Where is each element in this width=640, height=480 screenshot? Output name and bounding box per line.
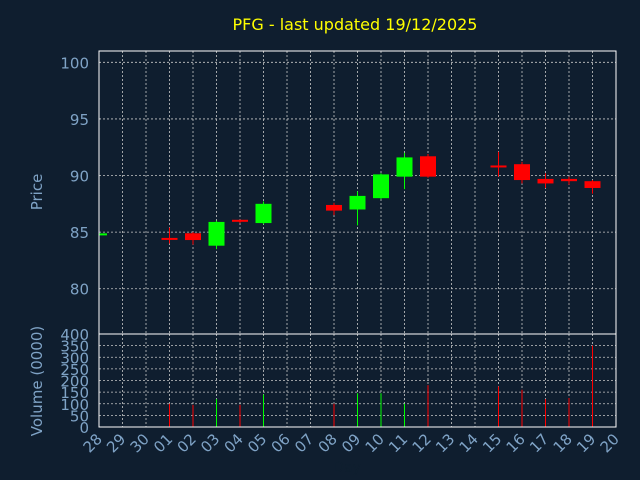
candle-body [561, 178, 577, 182]
x-tick-label: 05 [244, 430, 270, 456]
x-tick-label: 10 [362, 430, 388, 456]
price-y-axis: 80 85 90 95 100 [60, 54, 89, 298]
x-tick-label: 14 [456, 430, 482, 456]
price-tick-label: 85 [70, 224, 89, 242]
x-tick-label: 15 [479, 430, 505, 456]
candle-body [99, 233, 107, 236]
candle-body [232, 219, 248, 222]
candle-body [396, 157, 413, 177]
volume-tick-label: 350 [60, 338, 89, 356]
x-tick-label: 19 [573, 430, 599, 456]
volume-tick-label: 0 [79, 419, 89, 437]
x-tick-label: 02 [174, 430, 200, 456]
candle-body [373, 174, 389, 199]
x-tick-label: 30 [127, 430, 153, 456]
candle-body [349, 195, 366, 210]
candle-body [514, 164, 530, 181]
volume-tick-label: 150 [60, 384, 89, 402]
x-tick-label: 11 [385, 430, 411, 456]
volume-plot-frame [98, 333, 617, 428]
volume-tick-label: 100 [60, 396, 89, 414]
chart-title: PFG - last updated 19/12/2025 [233, 15, 478, 34]
candle-body [208, 221, 225, 246]
volume-tick-label: 200 [60, 373, 89, 391]
price-tick-label: 100 [60, 54, 89, 72]
price-tick-label: 90 [70, 168, 89, 186]
x-tick-label: 29 [103, 430, 129, 456]
x-tick-label: 07 [291, 430, 317, 456]
candle-body [185, 233, 201, 241]
price-axis-label: Price [28, 174, 46, 211]
candle-body [161, 237, 178, 240]
price-tick-label: 95 [70, 111, 89, 129]
x-axis: 2829300102030405060708091011121314151617… [80, 430, 623, 456]
volume-tick-label: 300 [60, 349, 89, 367]
x-tick-label: 20 [597, 430, 623, 456]
x-axis-label: Day [333, 460, 361, 476]
volume-tick-label: 50 [70, 407, 89, 425]
x-tick-label: 09 [338, 430, 364, 456]
x-tick-label: 03 [197, 430, 223, 456]
x-tick-label: 08 [315, 430, 341, 456]
candlesticks [98, 151, 601, 250]
volume-tick-label: 250 [60, 361, 89, 379]
price-panel: 80 85 90 95 100 [60, 50, 617, 335]
volume-axis-label: Volume (0000) [28, 326, 46, 436]
volume-bars [169, 345, 593, 427]
x-tick-label: 01 [150, 430, 176, 456]
candle-body [490, 165, 507, 168]
candle-body [584, 181, 601, 188]
price-tick-label: 80 [70, 281, 89, 299]
x-tick-label: 16 [503, 430, 529, 456]
x-tick-label: 12 [409, 430, 435, 456]
volume-tick-label: 400 [60, 326, 89, 344]
x-tick-label: 17 [526, 430, 552, 456]
x-tick-label: 04 [221, 430, 247, 456]
candle-body [537, 178, 554, 184]
x-tick-label: 06 [268, 430, 294, 456]
candle-body [420, 156, 436, 177]
candle-body [326, 204, 342, 211]
x-tick-label: 13 [432, 430, 458, 456]
x-tick-label: 18 [550, 430, 576, 456]
candle-body [255, 203, 272, 224]
